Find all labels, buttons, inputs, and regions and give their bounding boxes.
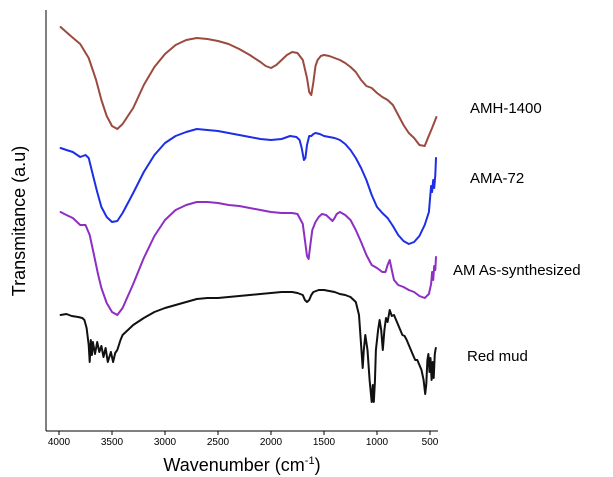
x-tick-label: 3500 (101, 437, 124, 448)
x-tick-label: 4000 (48, 437, 71, 448)
x-axis-label: Wavenumber (cm-1) (163, 455, 320, 475)
x-axis-label-main: Wavenumber (cm (163, 455, 304, 475)
x-tick-label: 2000 (260, 437, 283, 448)
series-label-am-as-synthesized: AM As-synthesized (453, 262, 581, 279)
x-tick-label: 1500 (313, 437, 336, 448)
series-line-am-as-synthesized (59, 201, 437, 316)
x-tick-label: 3000 (154, 437, 177, 448)
series-line-red-mud (59, 289, 437, 403)
series-label-red-mud: Red mud (467, 348, 528, 365)
x-axis-label-end: ) (315, 455, 321, 475)
y-axis-label: Transmitance (a.u) (9, 146, 29, 296)
x-tick-label: 2500 (207, 437, 230, 448)
x-tick-label: 500 (422, 437, 439, 448)
series-line-amh-1400 (59, 26, 438, 147)
series-label-amh-1400: AMH-1400 (470, 100, 542, 117)
series-line-ama-72 (59, 128, 437, 245)
x-tick-label: 1000 (366, 437, 389, 448)
series-label-ama-72: AMA-72 (470, 170, 524, 187)
x-axis-label-sup: -1 (305, 455, 315, 467)
x-ticks: 4000 3500 3000 2500 2000 1500 1000 500 (48, 431, 439, 448)
series-layer (59, 26, 438, 403)
